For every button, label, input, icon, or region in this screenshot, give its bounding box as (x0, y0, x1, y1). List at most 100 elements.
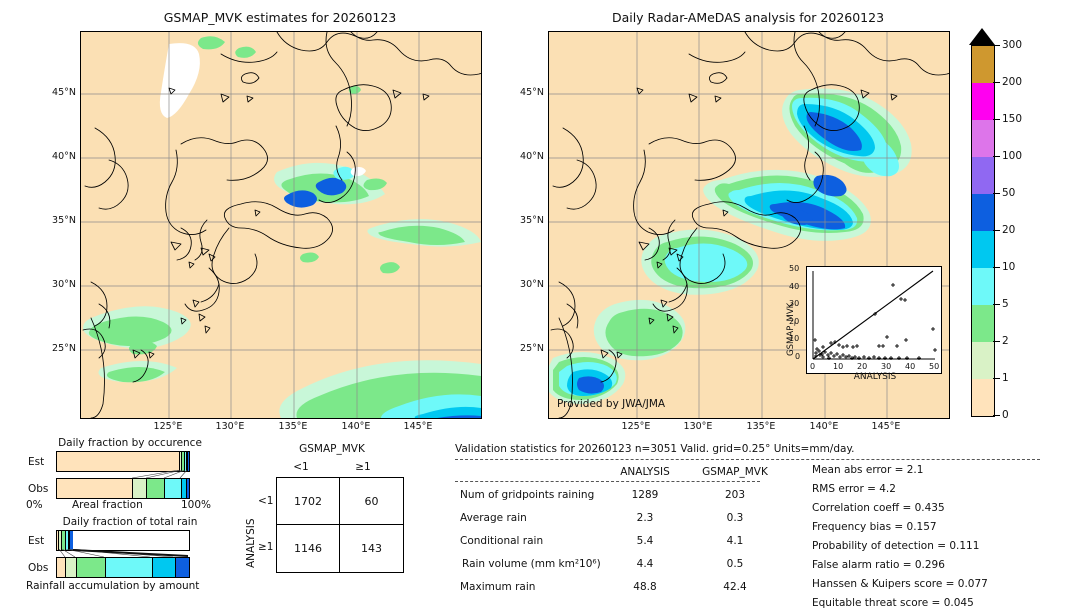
validation-row-gsmap-1: 0.3 (726, 512, 744, 524)
colorbar-label-0: 0 (1002, 409, 1009, 421)
colorbar-tickmark (993, 193, 1000, 194)
scatter-ytick-0: 0 (795, 352, 801, 361)
validation-row-label-1: Average rain (460, 512, 527, 524)
scatter-xtick-0: 0 (810, 362, 816, 371)
validation-divider-top (455, 459, 1040, 460)
colorbar-tickmark (993, 230, 1000, 231)
colorbar-tickmark (993, 267, 1000, 268)
validation-score-5: False alarm ratio = 0.296 (812, 559, 945, 571)
fraction-occurrence-title: Daily fraction by occurence (58, 437, 202, 449)
fraction-segment-1 (180, 452, 183, 471)
fraction-segment-4 (181, 479, 188, 498)
colorbar-tickmark (993, 304, 1000, 305)
contingency-y-axis-label: ANALYSIS (245, 518, 257, 568)
fraction-occurrence-obs-bar (56, 478, 190, 499)
scatter-inset[interactable] (806, 266, 942, 374)
validation-score-0: Mean abs error = 2.1 (812, 464, 924, 476)
colorbar-label-10: 10 (1002, 261, 1016, 273)
validation-row-analysis-2: 5.4 (636, 535, 654, 547)
validation-row-gsmap-2: 4.1 (726, 535, 744, 547)
validation-row-gsmap-0: 203 (724, 489, 746, 501)
colorbar-label-50: 50 (1002, 187, 1016, 199)
right-lon-label-140e: 140°E (809, 421, 839, 432)
fraction-segment-2 (76, 558, 106, 577)
colorbar-segment-100-150 (972, 120, 994, 157)
scatter-ylabel: GSMAP_MVK (786, 302, 796, 356)
fraction-segment-3 (185, 452, 188, 471)
fraction-total-rain-obs-label: Obs (28, 562, 49, 574)
fraction-segment-5 (188, 452, 189, 471)
fraction-total-rain-title: Daily fraction of total rain (62, 516, 198, 528)
fraction-segment-5 (187, 479, 189, 498)
fraction-segment-1 (133, 479, 148, 498)
fraction-segment-0 (57, 558, 67, 577)
map-graticule-left (81, 32, 481, 418)
right-lon-label-135e: 135°E (746, 421, 776, 432)
right-panel-title: Daily Radar-AMeDAS analysis for 20260123 (611, 10, 885, 25)
coastline-right (550, 32, 949, 418)
right-lon-label-145e: 145°E (871, 421, 901, 432)
coastline-left (82, 32, 481, 418)
fraction-segment-1 (66, 558, 77, 577)
gsmap-estimate-map[interactable] (80, 31, 482, 419)
fraction-occurrence-axis-right: 100% (181, 499, 212, 511)
scatter-axes (812, 271, 935, 360)
validation-divider-header (455, 481, 760, 482)
colorbar (971, 45, 995, 417)
scatter-ytick-30: 30 (789, 299, 800, 308)
validation-score-7: Equitable threat score = 0.045 (812, 597, 974, 609)
colorbar-tickmark (993, 378, 1000, 379)
validation-title: Validation statistics for 20260123 n=305… (455, 443, 855, 455)
validation-col-header-gsmap: GSMAP_MVK (702, 466, 768, 478)
right-lat-label-30n: 30°N (520, 279, 544, 290)
left-lat-label-35n: 35°N (52, 215, 76, 226)
scatter-xtick-50: 50 (929, 362, 940, 371)
right-lat-label-35n: 35°N (520, 215, 544, 226)
scatter-ytick-50: 50 (789, 264, 800, 273)
validation-col-header-analysis: ANALYSIS (620, 466, 670, 478)
validation-score-2: Correlation coeff = 0.435 (812, 502, 945, 514)
contingency-cell-1-0: 1146 (277, 525, 340, 572)
validation-score-1: RMS error = 4.2 (812, 483, 896, 495)
validation-row-analysis-0: 1289 (631, 489, 659, 501)
colorbar-label-20: 20 (1002, 224, 1016, 236)
fraction-segment-0 (57, 531, 60, 550)
fraction-segment-4 (68, 531, 71, 550)
fraction-occurrence-est-label: Est (28, 456, 45, 468)
contingency-col-header-ge1: ≥1 (355, 461, 371, 473)
fraction-segment-3 (105, 558, 154, 577)
colorbar-label-2: 2 (1002, 335, 1009, 347)
contingency-title: GSMAP_MVK (299, 443, 365, 455)
fraction-total-rain-est-bar (56, 530, 190, 551)
fraction-segment-2 (147, 479, 166, 498)
colorbar-segment-20-50 (972, 194, 994, 231)
colorbar-segment-10-20 (972, 231, 994, 268)
right-lat-label-40n: 40°N (520, 151, 544, 162)
fraction-segment-2 (182, 452, 186, 471)
scatter-xtick-20: 20 (857, 362, 868, 371)
validation-score-6: Hanssen & Kuipers score = 0.077 (812, 578, 988, 590)
fraction-segment-2 (61, 531, 66, 550)
precip-field-left (83, 36, 481, 418)
fraction-segment-3 (65, 531, 69, 550)
map-credit: Provided by JWA/JMA (557, 398, 666, 410)
colorbar-label-150: 150 (1002, 113, 1023, 125)
scatter-xtick-10: 10 (833, 362, 844, 371)
colorbar-segment-2-5 (972, 305, 994, 342)
contingency-row-header-ge1: ≥1 (258, 541, 274, 553)
colorbar-tickmark (993, 45, 1000, 46)
scatter-points (813, 283, 937, 360)
left-lat-label-25n: 25°N (52, 343, 76, 354)
fraction-occurrence-axis-left: 0% (26, 499, 43, 511)
validation-row-label-4: Maximum rain (460, 581, 536, 593)
validation-row-analysis-4: 48.8 (633, 581, 657, 593)
colorbar-segment-150-200 (972, 83, 994, 120)
left-lat-label-30n: 30°N (52, 279, 76, 290)
colorbar-label-300: 300 (1002, 39, 1023, 51)
fraction-segment-4 (187, 452, 189, 471)
validation-row-analysis-1: 2.3 (636, 512, 654, 524)
fraction-segment-0 (57, 452, 181, 471)
fraction-occurrence-est-bar (56, 451, 190, 472)
colorbar-tickmark (993, 415, 1000, 416)
fraction-segment-3 (165, 479, 182, 498)
